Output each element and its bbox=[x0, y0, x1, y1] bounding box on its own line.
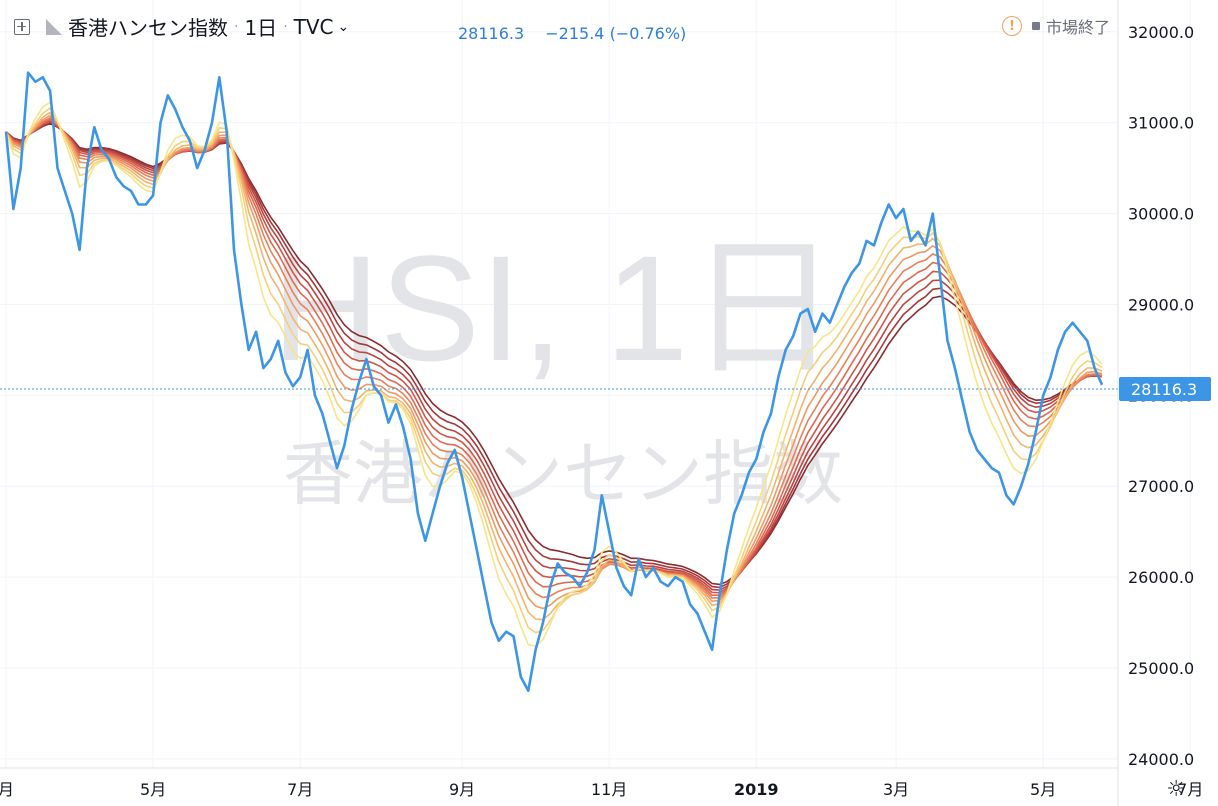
x-tick-label: 2019 bbox=[734, 780, 779, 799]
y-tick-label: 32000.0 bbox=[1128, 23, 1194, 42]
separator-dot: · bbox=[234, 18, 239, 35]
ma-ribbon bbox=[5, 101, 1103, 648]
exchange-label[interactable]: TVC bbox=[293, 14, 334, 39]
chevron-down-icon[interactable]: ⌄ bbox=[337, 18, 350, 35]
settings-icon[interactable]: ☼ bbox=[1166, 777, 1186, 802]
x-tick-label: 11月 bbox=[591, 780, 627, 799]
y-tick-label: 26000.0 bbox=[1128, 568, 1194, 587]
y-tick-label: 24000.0 bbox=[1128, 750, 1194, 769]
market-status[interactable]: ! 市場終了 bbox=[1001, 14, 1110, 38]
ma-line bbox=[5, 114, 1103, 610]
ma-line bbox=[5, 111, 1103, 621]
x-tick-label: 9月 bbox=[449, 780, 475, 799]
price-series bbox=[4, 71, 1104, 692]
y-tick-label: 29000.0 bbox=[1128, 295, 1194, 314]
time-axis[interactable]: 月 5月 7月 9月 11月 2019 3月 5月 7月 bbox=[0, 780, 1203, 799]
x-tick-label: 3月 bbox=[883, 780, 909, 799]
symbol-title[interactable]: 香港ハンセン指数 bbox=[68, 16, 228, 40]
last-price-label-text: 28116.3 bbox=[1131, 380, 1197, 399]
x-tick-label: 7月 bbox=[1177, 780, 1203, 799]
interval-label[interactable]: 1日 bbox=[244, 16, 278, 40]
symbol-header: 香港ハンセン指数 · 1日 · TVC ⌄ bbox=[14, 12, 349, 41]
x-tick-label: 7月 bbox=[287, 780, 313, 799]
separator-dot-2: · bbox=[283, 18, 288, 35]
warning-icon[interactable]: ! bbox=[1001, 16, 1022, 36]
quote-values: 28116.3 −215.4 (−0.76%) bbox=[458, 24, 702, 43]
ma-line bbox=[5, 116, 1103, 599]
y-tick-label: 27000.0 bbox=[1128, 477, 1194, 496]
y-tick-label: 31000.0 bbox=[1128, 114, 1194, 133]
x-tick-label: 月 bbox=[0, 780, 14, 799]
x-tick-label: 5月 bbox=[140, 780, 166, 799]
add-symbol-icon[interactable] bbox=[14, 18, 30, 35]
flag-icon[interactable] bbox=[46, 18, 62, 35]
last-price-label: 28116.3 bbox=[1119, 377, 1211, 401]
watermark-symbol: HSI, 1日 bbox=[272, 224, 839, 392]
y-tick-label: 25000.0 bbox=[1128, 659, 1194, 678]
ma-line bbox=[5, 118, 1103, 596]
price-line bbox=[4, 71, 1104, 692]
price-change: −215.4 (−0.76%) bbox=[545, 24, 687, 43]
last-price-label-bg bbox=[1119, 377, 1211, 401]
y-tick-label: 30000.0 bbox=[1128, 205, 1194, 224]
market-status-text: 市場終了 bbox=[1045, 18, 1110, 37]
status-square-icon bbox=[1031, 22, 1040, 30]
last-price: 28116.3 bbox=[458, 24, 525, 43]
x-tick-label: 5月 bbox=[1030, 780, 1056, 799]
